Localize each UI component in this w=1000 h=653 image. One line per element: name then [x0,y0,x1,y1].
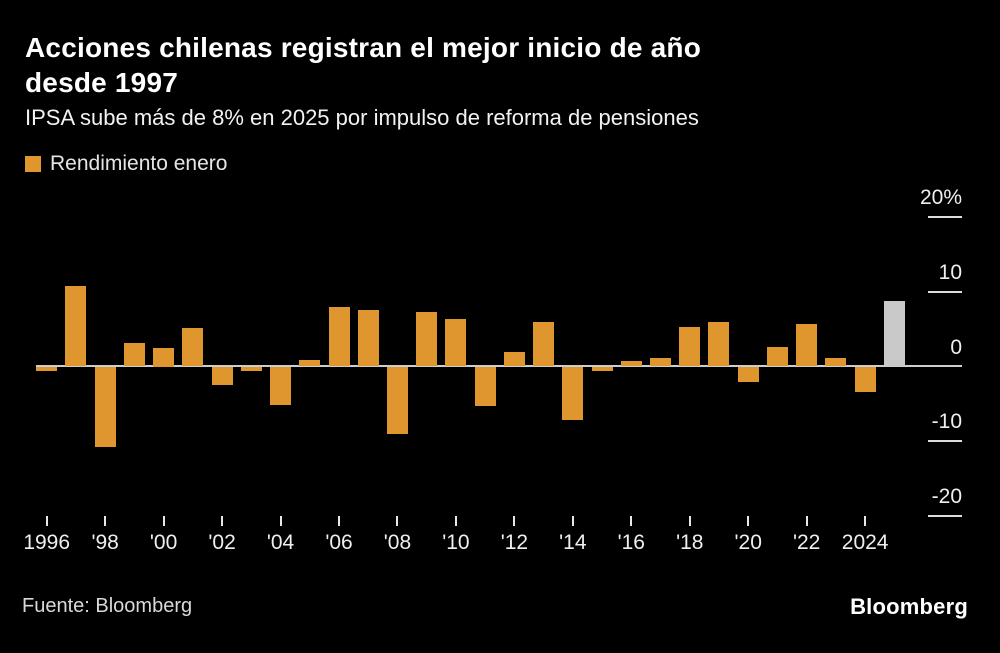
bar-1998 [94,367,116,447]
x-axis-tick [104,516,107,526]
x-axis-zero-line [36,365,962,367]
bar-2004 [270,367,292,406]
y-axis-label: 10 [938,260,962,284]
bar-2017 [650,357,672,367]
bar-2012 [503,351,525,367]
chart-legend: Rendimiento enero [25,152,228,175]
y-axis-label: -20 [931,485,962,508]
y-axis-label: -10 [931,410,962,434]
x-axis-tick [396,516,399,526]
x-axis-label: '14 [559,531,587,554]
legend-swatch-icon [25,156,41,172]
x-axis-label: 1996 [23,531,71,554]
x-axis-label: '98 [91,531,119,554]
bar-2008 [386,367,408,434]
y-axis-tick [928,216,962,218]
chart-title-line1: Acciones chilenas registran el mejor ini… [25,32,701,63]
x-axis-label: '16 [617,531,645,554]
bar-2024 [854,367,876,392]
x-axis-label: '02 [208,531,236,554]
y-axis-tick [928,440,962,443]
x-axis-tick [221,516,224,526]
bar-2018 [679,326,701,367]
legend-label: Rendimiento enero [50,152,228,175]
chart-title: Acciones chilenas registran el mejor ini… [25,30,701,100]
bar-2016 [620,360,642,367]
x-axis-tick [805,516,808,526]
x-axis-label: '00 [149,531,178,554]
x-axis-label: '04 [266,531,295,554]
bar-1999 [123,343,145,367]
x-axis-label: '22 [792,531,821,554]
bar-2025 [883,301,905,367]
y-axis-label: 0 [950,335,962,359]
bar-2021 [766,347,788,367]
chart-subtitle: IPSA sube más de 8% en 2025 por impulso … [25,105,699,130]
bar-2001 [182,327,204,367]
x-axis-tick [571,516,574,526]
x-axis-tick [864,516,867,526]
bar-1996 [36,367,58,371]
bar-2013 [533,321,555,367]
x-axis-tick [279,516,282,526]
bar-2000 [153,347,175,367]
x-axis-label: '18 [676,531,704,554]
x-axis-tick [454,516,457,526]
source-credit: Fuente: Bloomberg [22,595,193,617]
x-axis-label: '06 [325,531,353,554]
bar-1997 [65,285,87,367]
bar-2010 [445,318,467,367]
y-axis-tick [928,290,962,293]
x-axis-label: 2024 [841,531,889,554]
bar-2023 [825,357,847,367]
x-axis-tick [630,516,633,526]
x-axis-tick [338,516,340,526]
bar-2002 [211,367,233,385]
x-axis-label: '12 [500,531,529,554]
bar-2005 [299,359,321,367]
bar-2003 [240,367,262,371]
bar-2014 [562,367,584,421]
chart-title-line2: desde 1997 [25,67,178,98]
bar-2011 [474,367,496,406]
y-axis-tick [928,515,962,517]
x-axis-label: '20 [734,531,762,554]
x-axis-tick [45,516,48,526]
x-axis-label: '08 [383,531,412,554]
bar-2006 [328,306,350,367]
x-axis-label: '10 [442,531,470,554]
x-axis-tick [162,516,165,526]
y-axis-label: 20% [919,186,962,209]
bar-2022 [796,323,818,367]
bar-2007 [357,309,379,367]
x-axis-tick [688,516,691,526]
x-axis-tick [747,516,750,526]
x-axis-tick [513,516,516,526]
bloomberg-logo: Bloomberg [850,594,968,619]
bar-2015 [591,367,613,371]
bar-2019 [708,321,730,367]
bar-2020 [737,367,759,382]
bar-2009 [416,311,438,367]
